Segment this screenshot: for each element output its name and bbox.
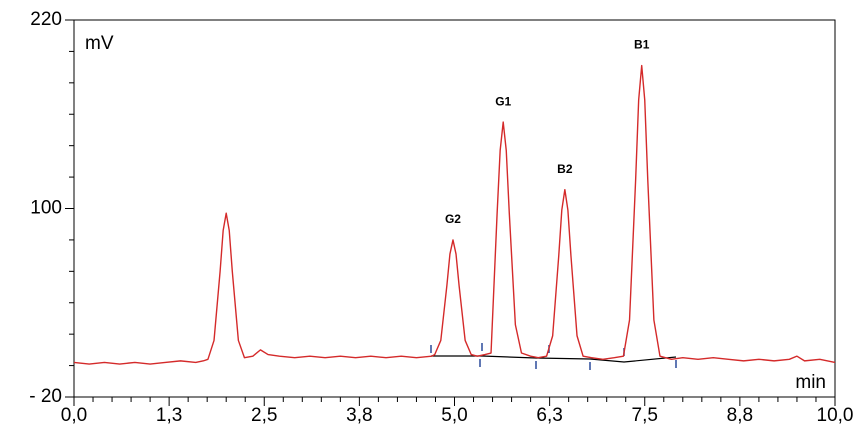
peak-label: B1 bbox=[634, 38, 650, 52]
y-tick-label: 100 bbox=[30, 198, 62, 219]
baseline-line bbox=[431, 355, 677, 363]
signal-line bbox=[73, 64, 836, 365]
y-tick-label: 220 bbox=[30, 9, 62, 30]
plot-frame bbox=[73, 19, 836, 398]
y-tick-label: - 20 bbox=[29, 386, 62, 407]
peak-label: G2 bbox=[445, 212, 461, 226]
peak-label: B2 bbox=[557, 162, 573, 176]
x-tick-label: 10,0 bbox=[817, 405, 854, 426]
x-tick-label: 7,5 bbox=[632, 405, 658, 426]
x-tick-label: 2,5 bbox=[251, 405, 277, 426]
x-tick-label: 3,8 bbox=[346, 405, 372, 426]
x-tick-label: 6,3 bbox=[536, 405, 562, 426]
x-axis-label: min bbox=[795, 372, 826, 393]
y-axis-label: mV bbox=[85, 33, 114, 54]
x-tick-label: 0,0 bbox=[61, 405, 87, 426]
x-tick-label: 5,0 bbox=[441, 405, 467, 426]
peak-label: G1 bbox=[495, 94, 511, 108]
x-tick-label: 8,8 bbox=[727, 405, 753, 426]
x-tick-label: 1,3 bbox=[156, 405, 182, 426]
